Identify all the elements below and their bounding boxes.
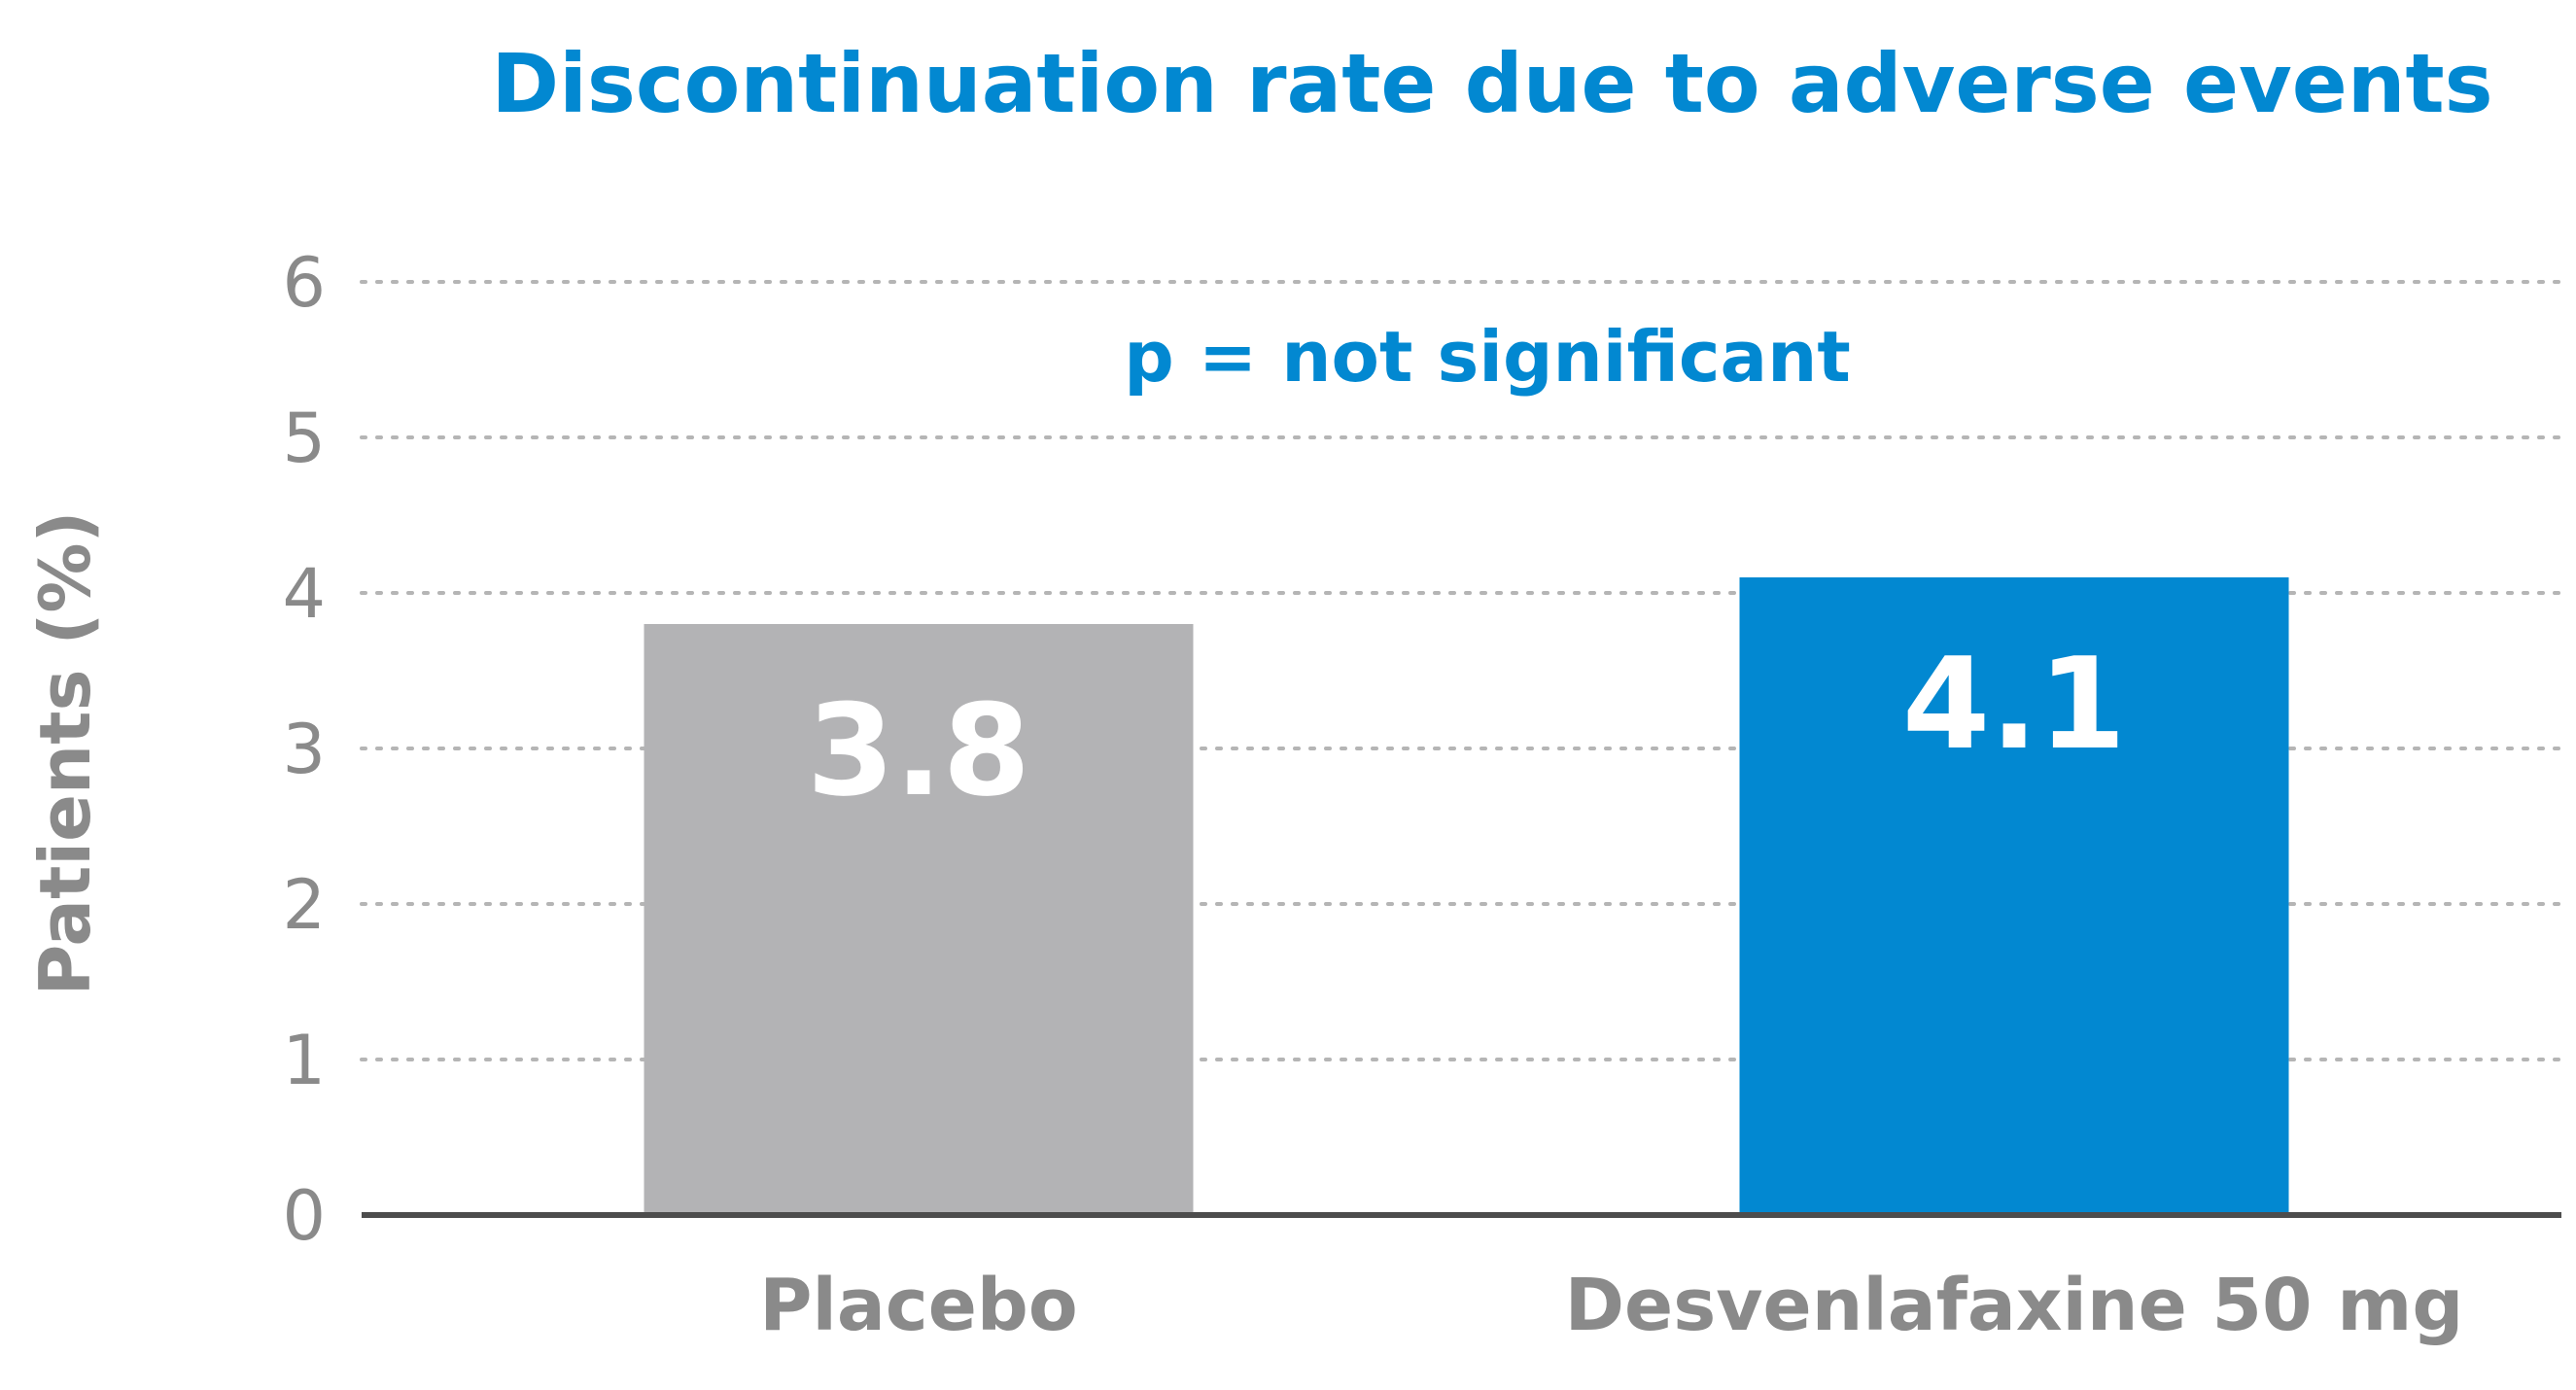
y-tick-label: 6 [282, 243, 326, 323]
bar-desvenlafaxine-50-mg [1739, 577, 2289, 1215]
significance-annotation: p = not significant [1124, 316, 1851, 398]
chart-title: Discontinuation rate due to adverse even… [491, 36, 2492, 131]
y-axis-ticks: 0 1 2 3 4 5 6 [282, 243, 326, 1256]
category-label-1: Placebo [759, 1264, 1077, 1347]
y-tick-label: 5 [282, 399, 326, 478]
y-tick-label: 2 [282, 865, 326, 945]
y-tick-label: 3 [282, 710, 326, 789]
data-labels: 3.8 4.1 [807, 630, 2126, 824]
category-label-2: Desvenlafaxine 50 mg [1565, 1264, 2464, 1347]
y-axis-label: Patients (%) [24, 511, 106, 996]
bar-placebo [644, 624, 1194, 1215]
y-tick-label: 4 [282, 554, 326, 634]
category-labels: Placebo Desvenlafaxine 50 mg [759, 1264, 2463, 1347]
bars [644, 577, 2289, 1215]
data-label-2: 4.1 [1902, 630, 2126, 778]
data-label-1: 3.8 [807, 677, 1030, 824]
y-tick-label: 1 [282, 1021, 326, 1100]
y-tick-label: 0 [282, 1176, 326, 1256]
